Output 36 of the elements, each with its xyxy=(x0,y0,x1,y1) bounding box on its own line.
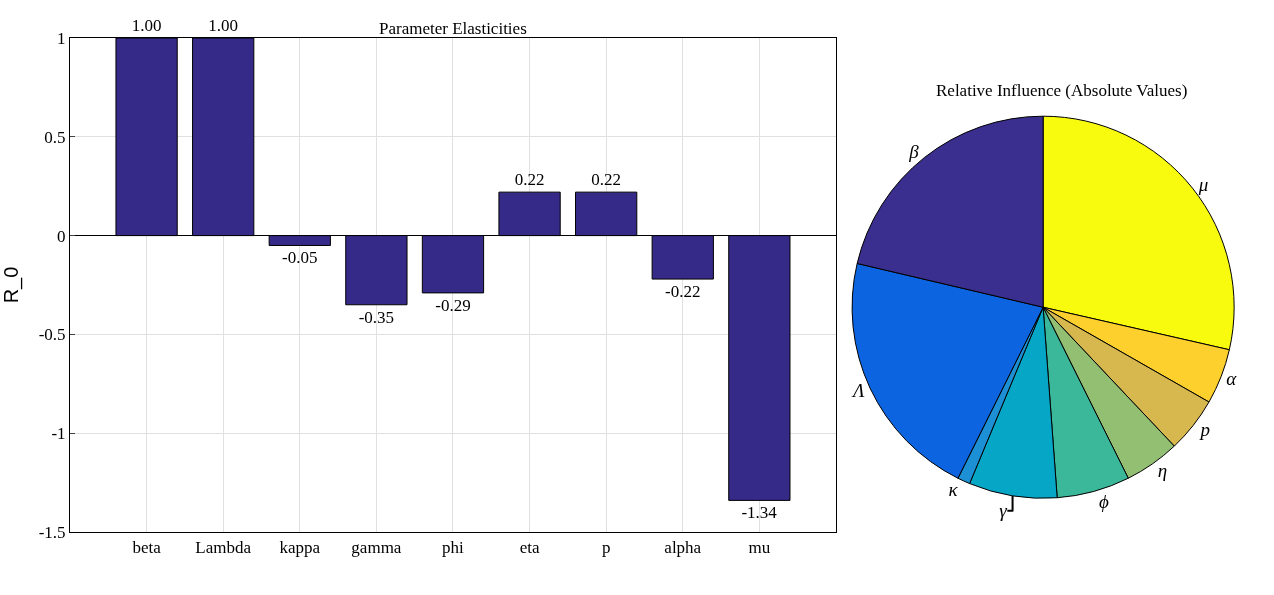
data-label: -0.22 xyxy=(665,282,701,302)
data-label: 1.00 xyxy=(131,16,162,35)
y-tick-label: 0 xyxy=(57,226,66,246)
data-label: -0.29 xyxy=(435,295,471,315)
x-tick-label: kappa xyxy=(279,538,321,558)
slice-label: γ xyxy=(999,500,1008,522)
slice-label: μ xyxy=(1197,173,1209,195)
slice-label: η xyxy=(1157,460,1168,482)
x-tick-label: eta xyxy=(519,538,540,558)
data-label: 0.22 xyxy=(514,170,545,190)
slice-label: p xyxy=(1198,418,1211,440)
data-label: -1.34 xyxy=(741,503,778,523)
slice-label: ϕ xyxy=(1098,490,1109,512)
x-tick-label: mu xyxy=(748,538,771,558)
y-tick-label: -1 xyxy=(51,424,66,444)
y-axis-title: R_0 xyxy=(0,266,23,304)
y-tick-label: -0.5 xyxy=(38,325,66,345)
y-tick-label: 1 xyxy=(57,28,66,48)
slice-label: α xyxy=(1226,367,1238,389)
y-tick-label: -1.5 xyxy=(38,522,66,542)
slice-label: Λ xyxy=(850,379,865,401)
data-label: 0.22 xyxy=(591,170,622,190)
chart-title: Relative Influence (Absolute Values) xyxy=(936,81,1188,100)
data-label: -0.05 xyxy=(282,248,318,268)
x-tick-label: alpha xyxy=(664,538,702,558)
y-tick-label: 0.5 xyxy=(44,127,66,147)
x-tick-label: gamma xyxy=(351,538,402,558)
x-tick-label: Lambda xyxy=(195,538,252,558)
slice-label: κ xyxy=(948,479,959,501)
x-tick-label: beta xyxy=(132,538,162,558)
x-tick-label: phi xyxy=(442,538,465,558)
chart-title: Parameter Elasticities xyxy=(379,19,527,38)
data-label: -0.35 xyxy=(358,307,395,327)
slice-label: β xyxy=(908,140,920,162)
x-tick-label: p xyxy=(601,538,611,558)
data-label: 1.00 xyxy=(208,16,239,35)
